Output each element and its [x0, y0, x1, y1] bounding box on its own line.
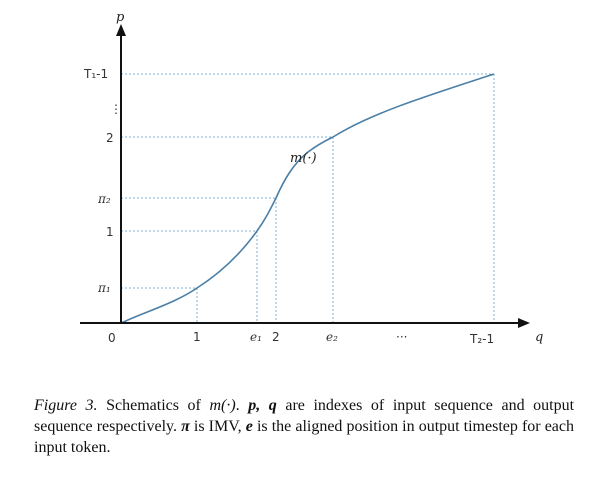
y-tick-1: 1: [106, 225, 114, 239]
x-tick-t2-minus-1: T₂-1: [469, 332, 494, 346]
x-tick-1: 1: [193, 330, 201, 344]
figure-diagram: p q 0 T₁-1 ⋮ 2 π₂ 1 π₁ 1 e₁ 2 e₂ ··· T₂-…: [80, 10, 543, 346]
origin-label: 0: [108, 331, 116, 345]
caption-pi: π: [181, 418, 190, 435]
x-tick-e1: e₁: [250, 330, 262, 344]
x-axis-label: q: [535, 330, 543, 345]
y-axis-arrow: [116, 24, 126, 36]
caption-figure-number: Figure 3.: [34, 397, 98, 414]
caption-pq: p, q: [248, 397, 277, 414]
y-axis-label: p: [116, 10, 125, 25]
y-tick-pi1: π₁: [97, 281, 111, 295]
guide-lines: [121, 73, 495, 323]
y-tick-2: 2: [106, 131, 114, 145]
caption-text-4: is IMV,: [189, 418, 246, 435]
caption-text-3: are indexes of input sequence and output…: [34, 397, 575, 435]
y-tick-vdots: ⋮: [110, 102, 122, 116]
figure-caption: Figure 3. Schematics of m(·). p, q are i…: [34, 395, 574, 458]
x-tick-dots: ···: [396, 330, 407, 344]
y-tick-pi2: π₂: [97, 192, 111, 206]
y-tick-t1-minus-1: T₁-1: [83, 67, 108, 81]
caption-m-expr: m(·): [209, 397, 236, 414]
x-tick-e2: e₂: [326, 330, 338, 344]
curve-label: m(·): [290, 151, 317, 166]
x-tick-2: 2: [272, 330, 280, 344]
caption-e: e: [245, 418, 253, 435]
caption-text-2: .: [235, 397, 249, 414]
caption-text-5: is the aligned position in output timest…: [34, 418, 575, 456]
x-axis-arrow: [518, 318, 530, 328]
caption-text-1: Schematics of: [97, 397, 210, 414]
mapping-curve: [120, 73, 495, 324]
